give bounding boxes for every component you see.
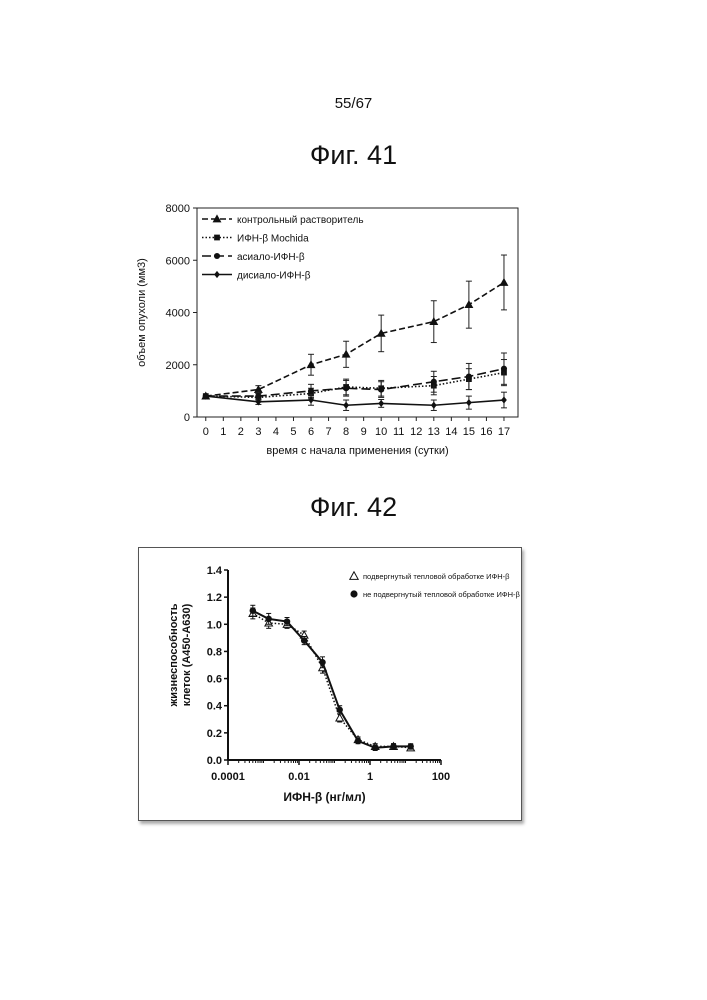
data-point: [501, 396, 507, 403]
data-point: [308, 388, 314, 394]
legend-marker: [350, 572, 358, 580]
data-point: [431, 402, 437, 409]
y-tick-label: 0: [184, 412, 190, 424]
y-tick-label: 8000: [166, 203, 190, 215]
x-tick-label: 10: [375, 426, 387, 438]
data-point: [284, 618, 290, 624]
series-line: [253, 613, 411, 747]
data-point: [265, 616, 271, 622]
figure-42-chart: 0.0 0.2 0.4 0.6 0.8 1.0 1.2 1.4 0.0001 0.01 1 100 ИФ…: [136, 545, 526, 820]
data-point: [501, 366, 507, 372]
y-tick-label: 0.8: [207, 646, 222, 658]
x-tick-label: 15: [463, 426, 475, 438]
data-point: [342, 351, 349, 357]
data-point: [343, 385, 349, 391]
data-point: [255, 393, 261, 399]
x-tick-label: 4: [273, 426, 279, 438]
x-tick-label: 0.01: [288, 771, 309, 783]
series-line: [206, 369, 504, 396]
series-line: [253, 611, 411, 748]
data-point: [407, 743, 413, 749]
data-point: [336, 707, 342, 713]
legend-label: не подвергнутый тепловой обработке ИФН-β: [363, 590, 521, 599]
figure-41-title: Фиг. 41: [0, 140, 707, 171]
y-tick-label: 0.6: [207, 674, 222, 686]
y-tick-label: 0.0: [207, 755, 222, 767]
x-tick-label: 9: [361, 426, 367, 438]
data-point: [301, 637, 307, 643]
x-tick-label: 2: [238, 426, 244, 438]
data-point: [378, 400, 384, 407]
y-tick-label: 0.2: [207, 728, 222, 740]
legend-marker: [214, 271, 220, 278]
x-tick-label: 0: [203, 426, 209, 438]
legend-marker: [214, 235, 220, 241]
y-tick-label: 4000: [166, 308, 190, 320]
x-tick-label: 3: [255, 426, 261, 438]
y-axis-label: объем опухоли (мм3): [136, 258, 148, 367]
legend-label: контрольный растворитель: [237, 215, 364, 226]
x-tick-label: 12: [410, 426, 422, 438]
y-axis-label-line: клеток (A450-A630): [181, 603, 193, 706]
data-point: [431, 379, 437, 385]
data-point: [378, 387, 384, 393]
legend-label: подвергнутый тепловой обработке ИФН-β: [363, 572, 510, 581]
legend-label: дисиало-ИФН-β: [237, 271, 311, 282]
data-point: [465, 301, 472, 307]
x-tick-label: 8: [343, 426, 349, 438]
data-point: [500, 279, 507, 285]
y-tick-label: 1.0: [207, 619, 222, 631]
x-axis-label: время с начала применения (сутки): [266, 445, 448, 457]
data-point: [319, 659, 325, 665]
figure-41-chart: 0200040006000800001234567891011121314151…: [120, 195, 540, 465]
series-line: [206, 282, 504, 396]
x-tick-label: 6: [308, 426, 314, 438]
y-tick-label: 0.4: [207, 701, 223, 713]
x-tick-label: 14: [445, 426, 457, 438]
data-point: [466, 399, 472, 406]
data-point: [250, 607, 256, 613]
data-point: [343, 402, 349, 409]
legend-marker: [350, 590, 357, 597]
x-axis-label: ИФН-β (нг/мл): [283, 790, 365, 804]
x-tick-label: 11: [393, 426, 404, 438]
y-axis-label: жизнеспособностьклеток (A450-A630): [168, 603, 193, 707]
x-tick-label: 5: [290, 426, 296, 438]
x-tick-label: 16: [480, 426, 492, 438]
x-tick-label: 1: [220, 426, 226, 438]
legend-label: ИФН-β Mochida: [237, 234, 309, 245]
page-number: 55/67: [0, 95, 707, 112]
x-tick-label: 13: [428, 426, 440, 438]
data-point: [372, 745, 378, 751]
y-tick-label: 6000: [166, 255, 190, 267]
x-tick-label: 1: [367, 771, 373, 783]
series-line: [206, 396, 504, 405]
y-tick-label: 2000: [166, 360, 190, 372]
figure-42-title: Фиг. 42: [0, 492, 707, 523]
y-tick-label: 1.2: [207, 592, 222, 604]
y-tick-label: 1.4: [207, 565, 223, 577]
data-point: [466, 373, 472, 379]
legend-label: асиало-ИФН-β: [237, 252, 305, 263]
x-tick-label: 0.0001: [211, 771, 245, 783]
x-tick-label: 100: [432, 771, 450, 783]
x-tick-label: 7: [325, 426, 331, 438]
x-tick-label: 17: [498, 426, 510, 438]
data-point: [355, 738, 361, 744]
series-line: [206, 373, 504, 398]
y-axis-label-line: жизнеспособность: [168, 603, 180, 707]
data-point: [390, 743, 396, 749]
legend-marker: [214, 253, 220, 259]
